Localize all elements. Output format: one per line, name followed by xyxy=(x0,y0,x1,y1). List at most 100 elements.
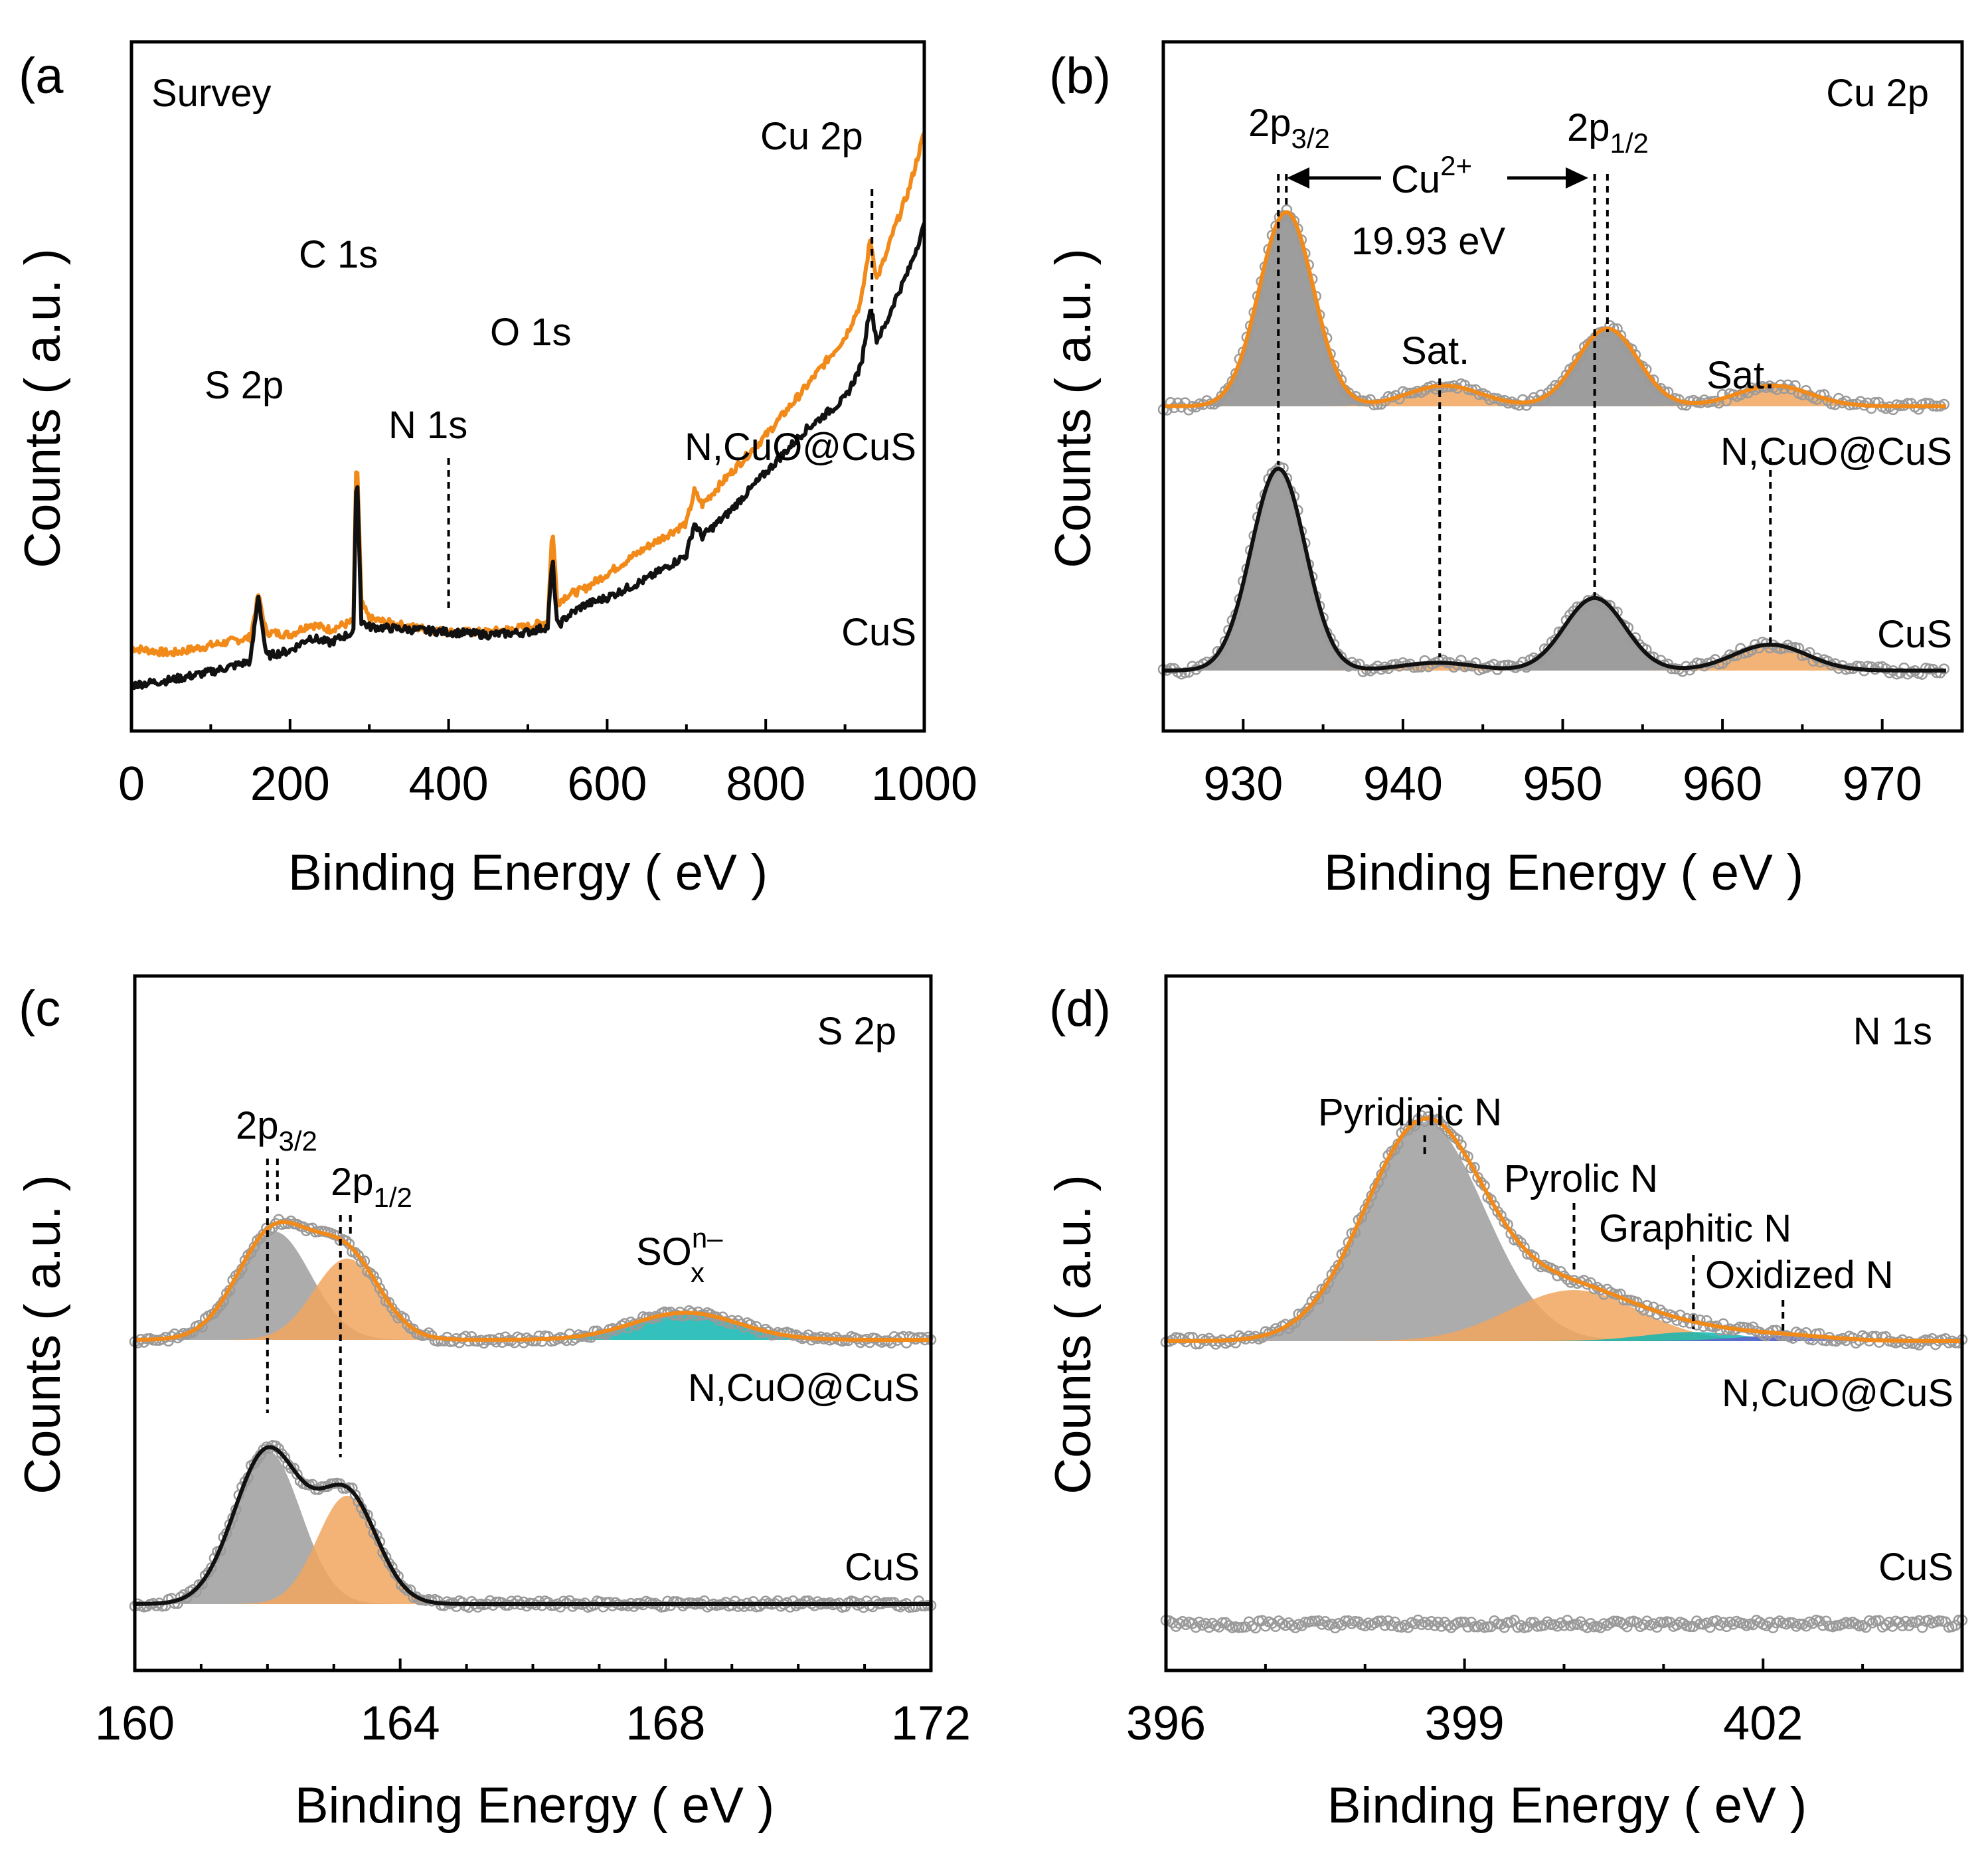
raw-point-c-0-83 xyxy=(383,1297,395,1308)
series-a xyxy=(129,131,926,690)
raw-point-d-1-217 xyxy=(1880,1619,1892,1631)
panel-title-c: S 2p xyxy=(817,1010,896,1053)
raw-point-c-1-173 xyxy=(659,1601,671,1613)
annotation-2p12-c: 2p1/2 xyxy=(331,1161,412,1213)
raw-point-c-1-199 xyxy=(738,1601,750,1612)
axes-frame-b xyxy=(1161,40,1964,733)
raw-point-c-1-92 xyxy=(411,1591,422,1603)
raw-point-d-1-98 xyxy=(1485,1621,1497,1633)
x-ticks-a: 0 200 400 600 800 1000 xyxy=(118,719,977,811)
raw-point-c-1-176 xyxy=(668,1596,679,1607)
raw-point-d-1-118 xyxy=(1552,1621,1563,1632)
raw-point-d-1-214 xyxy=(1870,1615,1882,1627)
raw-point-d-1-159 xyxy=(1688,1621,1699,1633)
envelope-line-b-0 xyxy=(1163,210,1946,408)
annotation-graphitic-d: Graphitic N xyxy=(1599,1207,1791,1250)
fit-component-b-0-0 xyxy=(1177,212,1395,406)
fit-component-c-0-0 xyxy=(128,1231,420,1340)
raw-point-c-1-235 xyxy=(849,1596,860,1608)
x-ticks-c: 160 164 168 172 xyxy=(95,1659,971,1750)
x-tick-label-a-1: 200 xyxy=(250,758,330,811)
annotation-cu2plus-b: Cu2+ xyxy=(1391,150,1472,201)
guides-c xyxy=(266,1159,352,1457)
raw-point-d-1-195 xyxy=(1807,1617,1819,1629)
raw-point-c-0-30 xyxy=(221,1288,232,1299)
raw-point-b-1-6 xyxy=(1179,667,1191,679)
x-tick-label-b-1: 940 xyxy=(1363,758,1443,811)
fit-component-b-0-2 xyxy=(1486,329,1729,406)
x-tick-label-b-3: 960 xyxy=(1683,758,1762,811)
raw-point-d-1-221 xyxy=(1893,1617,1905,1628)
x-tick-label-a-2: 400 xyxy=(409,758,489,811)
annotation-2p12-b: 2p1/2 xyxy=(1567,106,1649,159)
fit-components-d xyxy=(1186,1122,1962,1341)
y-axis-title-d: Counts ( a.u. ) xyxy=(1045,1174,1102,1495)
raw-point-d-1-46 xyxy=(1313,1615,1325,1627)
fit-component-b-1-0 xyxy=(1169,468,1387,671)
fit-component-d-0-1 xyxy=(1315,1290,1833,1341)
fit-component-b-1-2 xyxy=(1473,598,1716,671)
series-label-ncuo-cus-b: N,CuO@CuS xyxy=(1720,430,1952,473)
guides-d xyxy=(1423,1135,1785,1336)
annotation-cu2p-a: Cu 2p xyxy=(760,115,863,158)
series-label-ncuo-cus-d: N,CuO@CuS xyxy=(1722,1372,1953,1415)
fit-component-b-0-3 xyxy=(1626,385,1921,406)
raw-point-d-0-86 xyxy=(1446,1129,1457,1140)
raw-point-b-1-49 xyxy=(1335,651,1347,663)
panel-title-a: Survey xyxy=(151,72,272,115)
raw-point-d-1-228 xyxy=(1916,1622,1928,1633)
raw-point-d-1-116 xyxy=(1545,1619,1556,1631)
fit-component-b-1-3 xyxy=(1623,645,1918,671)
panel-title-b: Cu 2p xyxy=(1826,72,1929,115)
raw-point-d-1-84 xyxy=(1439,1617,1450,1628)
x-tick-label-b-0: 930 xyxy=(1203,758,1283,811)
fit-component-b-0-1 xyxy=(1297,385,1592,406)
panel-label-d: (d) xyxy=(1049,981,1111,1037)
raw-point-d-0-85 xyxy=(1442,1125,1453,1137)
raw-point-d-0-95 xyxy=(1475,1176,1487,1188)
annotation-c1s-a: C 1s xyxy=(299,233,378,276)
x-tick-label-a-5: 1000 xyxy=(871,758,977,811)
raw-point-c-1-49 xyxy=(279,1452,291,1463)
raw-point-d-1-39 xyxy=(1289,1622,1301,1633)
x-ticks-d: 396 399 402 xyxy=(1126,1659,1963,1750)
annotation-sat1-b: Sat. xyxy=(1401,329,1469,372)
x-axis-title-c: Binding Energy ( eV ) xyxy=(295,1777,774,1834)
raw-point-d-1-22 xyxy=(1233,1622,1245,1633)
raw-point-d-1-17 xyxy=(1216,1617,1228,1629)
x-axis-title-b: Binding Energy ( eV ) xyxy=(1324,845,1803,901)
raw-point-c-1-53 xyxy=(291,1469,303,1480)
raw-point-d-1-60 xyxy=(1359,1620,1371,1632)
series-label-ncuo-cus-a: N,CuO@CuS xyxy=(685,426,916,469)
x-tick-label-b-4: 970 xyxy=(1843,758,1922,811)
series-label-cus-d: CuS xyxy=(1878,1546,1953,1589)
raw-point-d-1-5 xyxy=(1177,1616,1189,1627)
raw-point-d-1-97 xyxy=(1482,1621,1493,1633)
raw-point-b-0-138 xyxy=(1659,386,1670,398)
raw-point-b-1-124 xyxy=(1608,606,1619,617)
panel-label-b: (b) xyxy=(1049,48,1111,104)
fit-component-c-0-1 xyxy=(214,1258,480,1340)
series-label-cus-c: CuS xyxy=(845,1546,920,1589)
raw-point-d-1-181 xyxy=(1760,1620,1772,1631)
annotation-sox-c: SOn– x xyxy=(636,1222,723,1288)
y-axis-title-a: Counts ( a.u. ) xyxy=(15,248,71,568)
raw-point-d-1-182 xyxy=(1764,1617,1776,1628)
raw-point-d-1-103 xyxy=(1502,1617,1513,1628)
y-axis-title-c: Counts ( a.u. ) xyxy=(15,1174,71,1495)
x-axis-title-d: Binding Energy ( eV ) xyxy=(1327,1777,1807,1834)
raw-point-d-1-191 xyxy=(1793,1618,1805,1630)
series-d xyxy=(1166,1116,1962,1343)
fit-component-c-1-0 xyxy=(135,1450,400,1604)
raw-point-c-1-85 xyxy=(389,1568,401,1580)
raw-point-c-0-72 xyxy=(349,1247,361,1258)
panel-c-s2p: (c Counts ( a.u. ) Binding Energy ( eV )… xyxy=(15,974,971,1834)
series-b xyxy=(1163,210,1946,673)
panel-d-n1s: (d) Counts ( a.u. ) Binding Energy ( eV … xyxy=(1045,974,1968,1834)
annotation-s2p-a: S 2p xyxy=(205,364,284,407)
raw-point-d-1-44 xyxy=(1306,1615,1318,1627)
x-axis-title-a: Binding Energy ( eV ) xyxy=(288,845,768,901)
fit-components-c xyxy=(128,1231,898,1604)
annotation-pyrolic-d: Pyrolic N xyxy=(1504,1157,1658,1200)
